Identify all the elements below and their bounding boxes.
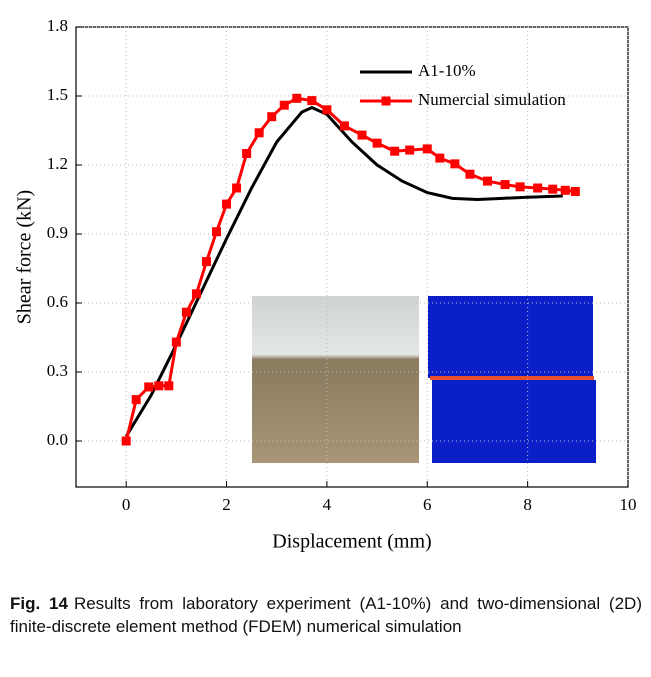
legend-marker — [381, 96, 391, 106]
caption-text: Results from laboratory experiment (A1-1… — [10, 594, 642, 636]
y-tick-label: 1.8 — [47, 16, 68, 35]
legend-label: Numercial simulation — [418, 90, 566, 109]
point — [500, 180, 510, 190]
point — [121, 436, 131, 446]
x-axis-label: Displacement (mm) — [272, 531, 431, 553]
x-tick-label: 8 — [523, 495, 532, 514]
point — [144, 382, 154, 392]
point — [181, 307, 191, 317]
y-tick-label: 1.5 — [47, 85, 68, 104]
series-line — [124, 105, 563, 438]
point — [515, 182, 525, 192]
point — [164, 381, 174, 391]
point — [339, 121, 349, 131]
point — [212, 227, 222, 237]
point — [570, 186, 580, 196]
y-tick-label: 0.6 — [47, 292, 68, 311]
point — [533, 183, 543, 193]
point — [548, 184, 558, 194]
point — [435, 153, 445, 163]
y-tick-label: 0.3 — [47, 361, 68, 380]
inset-photo — [252, 296, 419, 463]
point — [357, 130, 367, 140]
point — [201, 257, 211, 267]
point — [422, 144, 432, 154]
chart: Displacement (mm) Shear force (kN) 0 2 4 6 8… — [14, 16, 637, 553]
caption-label: Fig. 14 — [10, 594, 68, 613]
point — [307, 96, 317, 106]
point — [322, 105, 332, 115]
x-tick-label: 0 — [122, 495, 131, 514]
point — [222, 199, 232, 209]
point — [267, 112, 277, 122]
point — [405, 145, 415, 155]
point — [191, 289, 201, 299]
point — [171, 337, 181, 347]
point — [254, 128, 264, 138]
y-axis-label: Shear force (kN) — [14, 190, 36, 324]
point — [372, 138, 382, 148]
point — [242, 149, 252, 158]
point — [232, 183, 242, 193]
x-tick-label: 10 — [620, 495, 637, 514]
point — [560, 185, 570, 195]
point — [482, 176, 492, 186]
legend-label: A1-10% — [418, 61, 476, 80]
x-tick-label: 4 — [323, 495, 332, 514]
point — [292, 93, 302, 103]
point — [465, 169, 475, 179]
point — [450, 159, 460, 169]
x-tick-label: 6 — [423, 495, 432, 514]
x-tick-label: 2 — [222, 495, 231, 514]
inset-simulation — [428, 296, 596, 463]
caption: Fig. 14 Results from laboratory experimen… — [10, 592, 642, 638]
y-tick-label: 1.2 — [47, 154, 68, 173]
point — [131, 395, 141, 405]
point — [154, 381, 164, 391]
y-tick-label: 0.9 — [47, 223, 68, 242]
y-tick-label: 0.0 — [47, 430, 68, 449]
point — [390, 146, 400, 156]
point — [279, 100, 289, 110]
